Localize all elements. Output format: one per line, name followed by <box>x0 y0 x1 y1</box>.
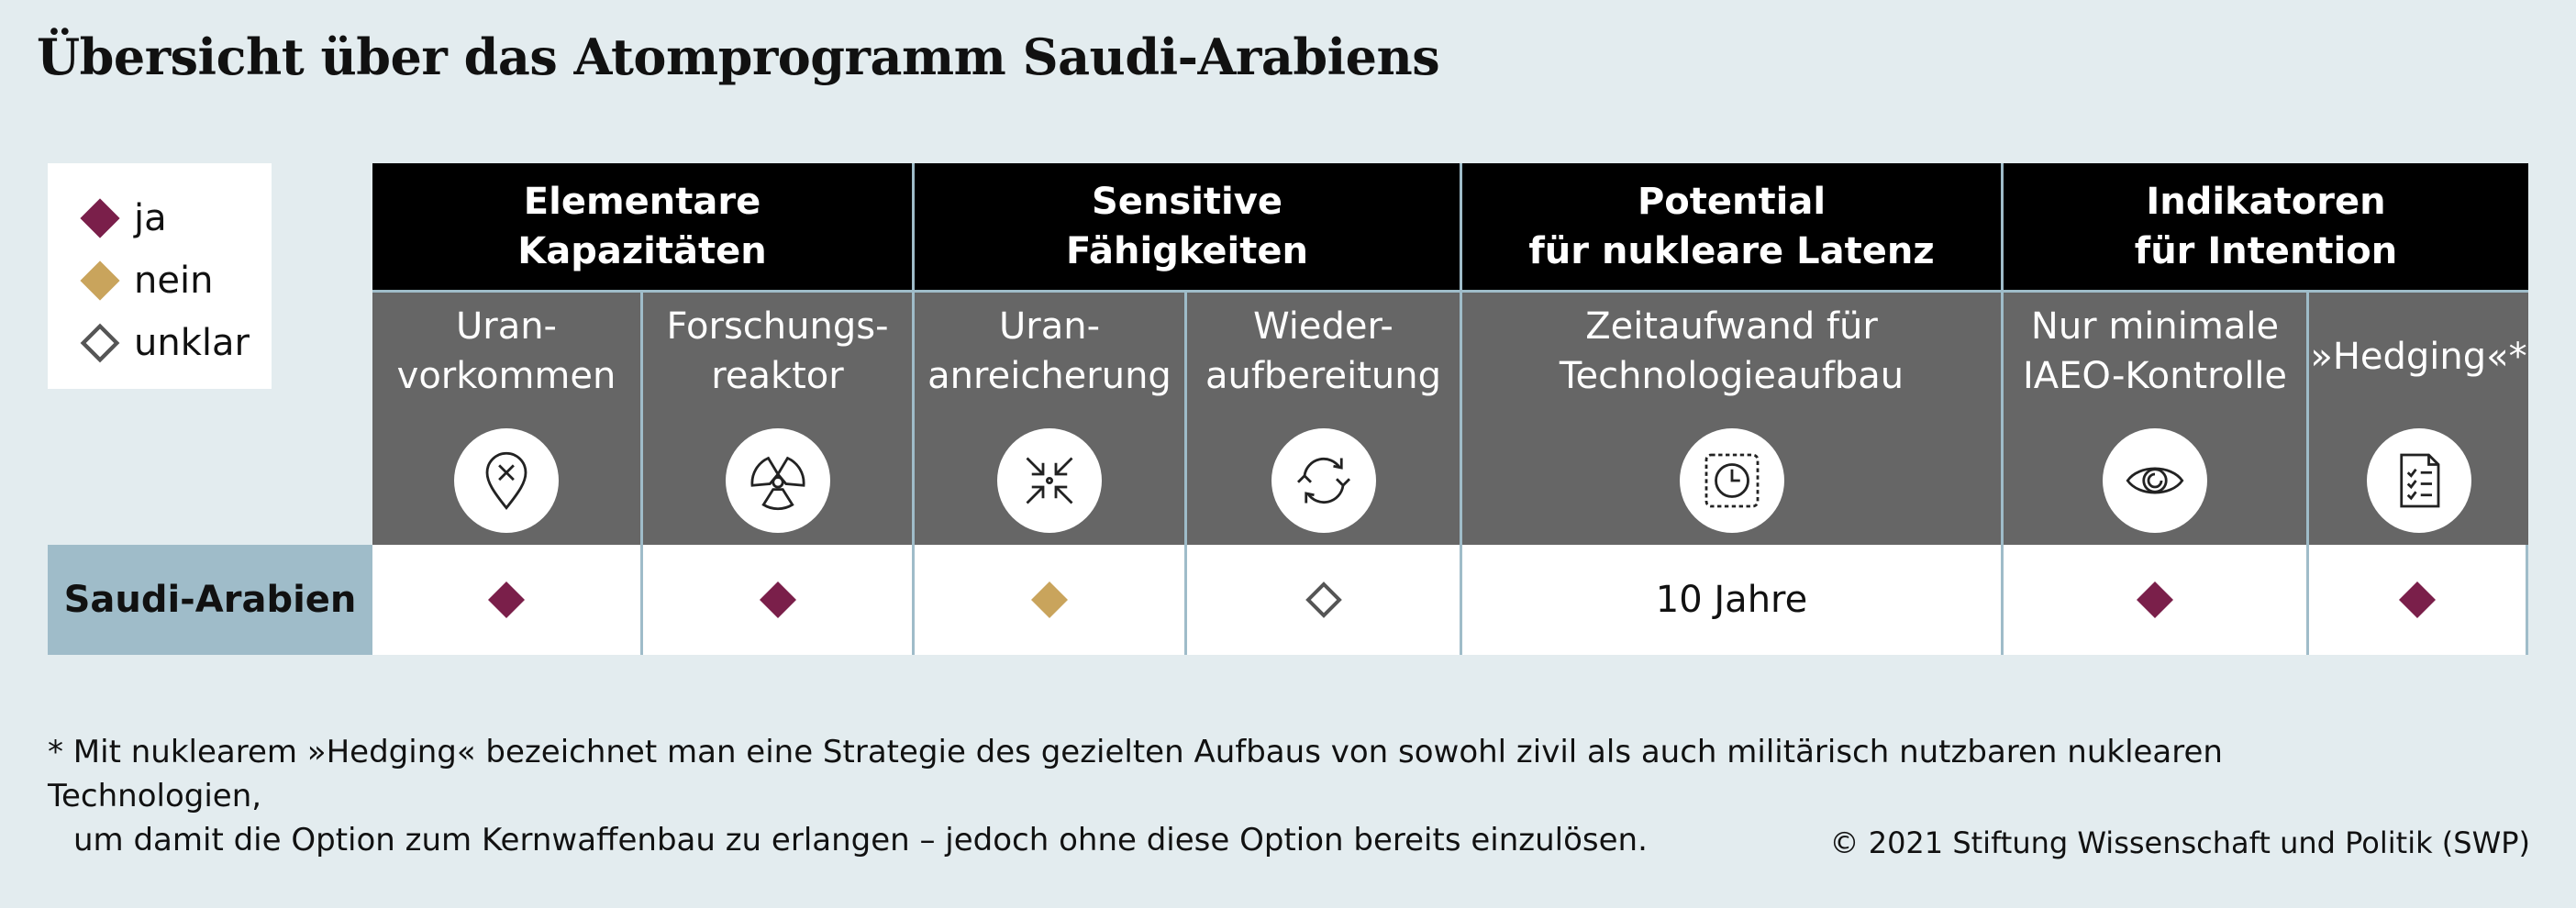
footnote-line2: um damit die Option zum Kernwaffenbau zu… <box>73 822 1648 858</box>
group-header-sensitive: Sensitive Fähigkeiten <box>915 163 1462 290</box>
column-label-line2: vorkommen <box>396 355 616 397</box>
diamond-outline-icon <box>80 323 120 363</box>
group-header-elementare: Elementare Kapazitäten <box>372 163 915 290</box>
group-header-line2: für Intention <box>2134 230 2398 272</box>
overview-table: Elementare Kapazitäten Sensitive Fähigkeit… <box>48 163 2528 655</box>
value-cell-6 <box>2309 545 2528 655</box>
column-header-row: Uran-vorkommen Forschungs-reaktor Uran-a… <box>372 290 2528 545</box>
group-header-line2: Kapazitäten <box>517 230 767 272</box>
legend-item-nein: nein <box>75 249 272 312</box>
group-header-potential: Potential für nukleare Latenz <box>1462 163 2004 290</box>
radiation-icon <box>725 428 830 533</box>
value-cell-4: 10 Jahre <box>1462 545 2004 655</box>
page-title: Übersicht über das Atomprogramm Saudi-Ar… <box>37 28 1440 86</box>
column-header-iaeo-kontrolle: Nur minimale IAEO-Kontrolle <box>2004 293 2309 545</box>
footnote: * Mit nuklearem »Hedging« bezeichnet man… <box>48 730 2433 862</box>
checklist-document-icon <box>2366 428 2471 533</box>
clock-icon <box>1679 428 1784 533</box>
column-label-line1: Nur minimale <box>2030 305 2280 348</box>
legend-item-unklar: unklar <box>75 312 272 374</box>
column-label-line2: aufbereitung <box>1205 355 1441 397</box>
group-header-indikatoren: Indikatoren für Intention <box>2004 163 2528 290</box>
column-label-line1: Forschungs- <box>666 305 889 348</box>
diamond-filled-icon <box>2399 581 2436 618</box>
group-header-line1: Indikatoren <box>2146 181 2386 223</box>
column-label-line2: reaktor <box>711 355 844 397</box>
column-label-line1: Uran- <box>998 305 1101 348</box>
column-label-line2: IAEO-Kontrolle <box>2022 355 2288 397</box>
legend-label: ja <box>134 197 167 239</box>
column-label-line1: Wieder- <box>1253 305 1393 348</box>
column-header-hedging: »Hedging«* <box>2309 293 2528 545</box>
diamond-outline-icon <box>1305 581 1342 618</box>
column-label-line2: Technologieaufbau <box>1559 355 1904 397</box>
column-header-wiederaufbereitung: Wieder-aufbereitung <box>1187 293 1462 545</box>
footnote-line1: * Mit nuklearem »Hedging« bezeichnet man… <box>48 734 2223 814</box>
column-header-urananreicherung: Uran-anreicherung <box>915 293 1187 545</box>
column-label-line1: Uran- <box>455 305 557 348</box>
value-cell-2 <box>915 545 1187 655</box>
map-pin-x-icon <box>454 428 559 533</box>
value-cell-0 <box>372 545 643 655</box>
column-label-line1: Zeitaufwand für <box>1585 305 1878 348</box>
group-header-line1: Elementare <box>523 181 761 223</box>
recycle-arrows-icon <box>1271 428 1376 533</box>
eye-icon <box>2103 428 2207 533</box>
group-header-line2: für nukleare Latenz <box>1528 230 1935 272</box>
legend-item-ja: ja <box>75 187 272 249</box>
legend: ja nein unklar <box>48 163 272 389</box>
diamond-filled-icon <box>759 581 796 618</box>
column-header-zeitaufwand: Zeitaufwand für Technologieaufbau <box>1462 293 2004 545</box>
compress-arrows-icon <box>997 428 1102 533</box>
diamond-filled-icon <box>80 260 120 301</box>
column-label-line2: anreicherung <box>927 355 1171 397</box>
country-label: Saudi-Arabien <box>48 545 372 655</box>
diamond-filled-icon <box>80 198 120 238</box>
diamond-filled-icon <box>488 581 525 618</box>
column-label-line1: »Hedging«* <box>2310 336 2527 378</box>
value-text: 10 Jahre <box>1655 579 1808 621</box>
value-cell-1 <box>643 545 915 655</box>
group-header-row: Elementare Kapazitäten Sensitive Fähigkeit… <box>372 163 2528 290</box>
group-header-line2: Fähigkeiten <box>1066 230 1308 272</box>
column-header-forschungsreaktor: Forschungs-reaktor <box>643 293 915 545</box>
group-header-line1: Potential <box>1637 181 1827 223</box>
legend-label: unklar <box>134 322 250 364</box>
table-row: Saudi-Arabien 10 Jahre <box>48 545 2528 655</box>
diamond-filled-icon <box>1031 581 1068 618</box>
copyright: © 2021 Stiftung Wissenschaft und Politik… <box>1829 825 2530 860</box>
column-header-uranvorkommen: Uran-vorkommen <box>372 293 643 545</box>
group-header-line1: Sensitive <box>1092 181 1282 223</box>
diamond-filled-icon <box>2137 581 2173 618</box>
value-cell-3 <box>1187 545 1462 655</box>
legend-label: nein <box>134 260 214 302</box>
value-cell-5 <box>2004 545 2309 655</box>
